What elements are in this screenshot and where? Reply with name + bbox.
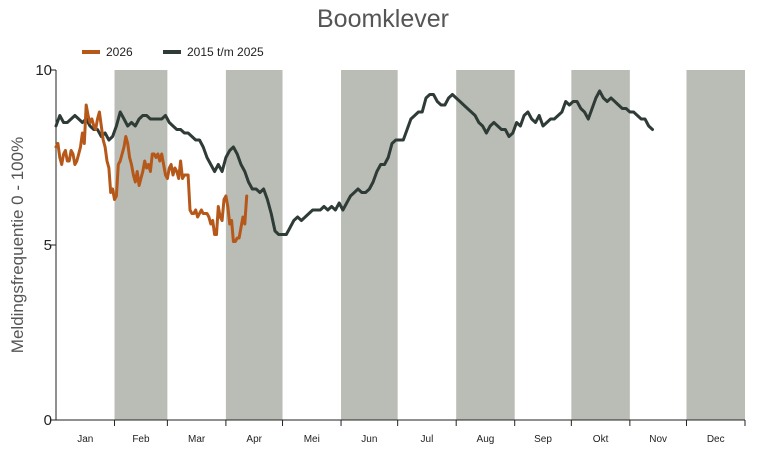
x-tick-label-okt: Okt xyxy=(593,434,609,445)
month-band-jun xyxy=(341,70,398,420)
month-band-okt xyxy=(571,70,630,420)
x-tick-label-dec: Dec xyxy=(707,434,725,445)
month-shading xyxy=(114,70,745,420)
x-tick-label-mar: Mar xyxy=(188,434,206,445)
series-line-2026 xyxy=(54,103,249,243)
y-axis: 0 5 10 xyxy=(35,62,57,429)
x-tick-label-apr: Apr xyxy=(246,434,262,445)
x-tick-label-aug: Aug xyxy=(477,434,495,445)
month-band-aug xyxy=(456,70,515,420)
y-axis-label: Meldingsfrequentie 0 - 100% xyxy=(8,137,27,353)
month-band-dec xyxy=(686,70,745,420)
chart-title: Boomklever xyxy=(317,5,449,33)
x-tick-label-sep: Sep xyxy=(534,434,552,445)
y-tick-label: 5 xyxy=(44,237,52,254)
x-tick-label-jun: Jun xyxy=(361,434,377,445)
y-tick-label: 10 xyxy=(35,62,52,79)
legend-label-2015-2025: 2015 t/m 2025 xyxy=(187,45,264,59)
legend: 2026 2015 t/m 2025 xyxy=(82,45,264,59)
x-tick-label-nov: Nov xyxy=(649,434,667,445)
y-tick-label: 0 xyxy=(44,412,52,429)
month-band-apr xyxy=(225,70,283,420)
x-tick-label-feb: Feb xyxy=(132,434,150,445)
x-axis: Jan Feb Mar Apr Mei Jun Jul Aug Sep Okt Nov Dec xyxy=(56,419,746,445)
series xyxy=(54,89,654,243)
legend-label-2026: 2026 xyxy=(106,45,133,59)
x-tick-label-jan: Jan xyxy=(77,434,93,445)
x-tick-label-mei: Mei xyxy=(304,434,320,445)
series-line-2015-2025 xyxy=(54,89,654,236)
x-tick-label-jul: Jul xyxy=(421,434,434,445)
month-band-feb xyxy=(114,70,168,420)
